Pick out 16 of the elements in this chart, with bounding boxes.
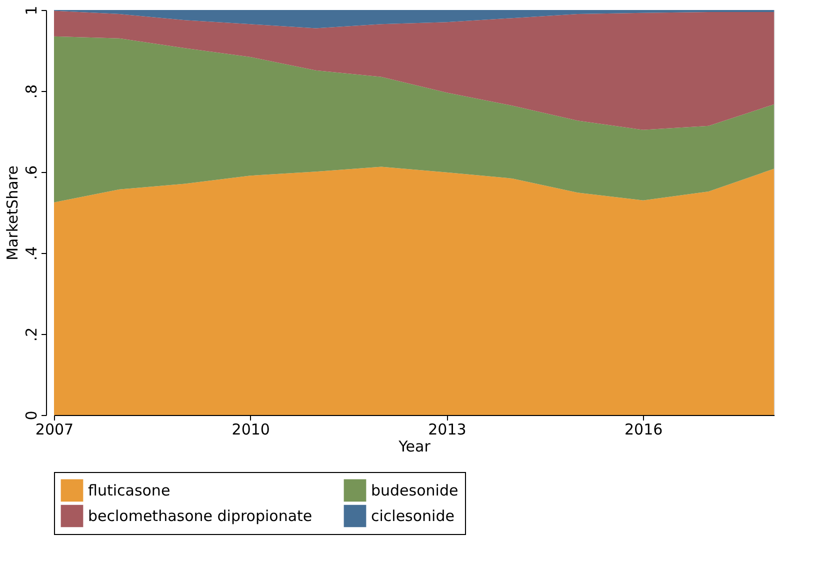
y-tick-label: .2	[22, 327, 40, 342]
x-tick-label: 2016	[624, 420, 663, 438]
x-tick-label: 2013	[428, 420, 466, 438]
legend-label: ciclesonide	[371, 507, 454, 525]
legend-label: budesonide	[371, 481, 458, 500]
y-tick-label: .4	[22, 246, 40, 261]
y-tick-label: 1	[22, 6, 40, 16]
x-tick-label: 2010	[232, 420, 270, 438]
y-axis-title: MarketShare	[4, 166, 22, 260]
x-tick-label: 2007	[35, 420, 74, 438]
x-axis-title: Year	[398, 438, 432, 456]
legend-label: fluticasone	[88, 481, 170, 500]
y-tick-label: .6	[22, 165, 40, 180]
y-tick-label: 0	[22, 410, 40, 420]
y-tick-label: .8	[22, 84, 40, 99]
legend-label: beclomethasone dipropionate	[88, 507, 312, 525]
